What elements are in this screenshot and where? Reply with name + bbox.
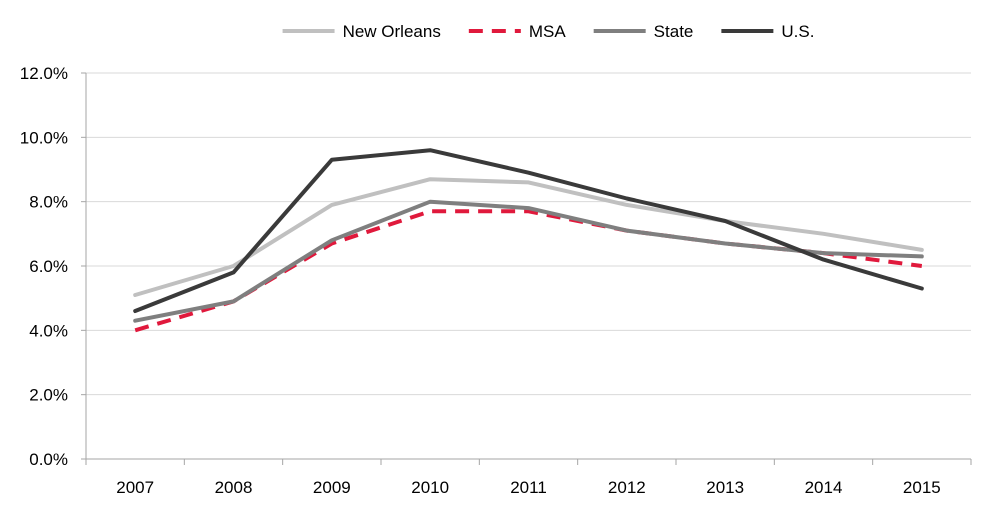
x-tick-label: 2008 xyxy=(215,478,253,497)
y-tick-label: 0.0% xyxy=(29,450,68,469)
legend-item-msa: MSA xyxy=(468,22,567,41)
y-tick-label: 12.0% xyxy=(20,64,68,83)
x-axis-tick-labels: 2007 2008 2009 2010 2011 2012 2013 2014 2015 xyxy=(116,478,940,497)
x-tick-label: 2007 xyxy=(116,478,154,497)
series-line-msa xyxy=(134,209,923,333)
legend: New Orleans MSA State U.S. xyxy=(282,22,814,41)
y-tick-label: 6.0% xyxy=(29,257,68,276)
series-line-u-s xyxy=(133,148,924,313)
y-tick-label: 4.0% xyxy=(29,321,68,340)
x-tick-label: 2015 xyxy=(903,478,941,497)
series-line-state xyxy=(133,199,924,323)
y-tick-label: 8.0% xyxy=(29,193,68,212)
axes xyxy=(81,72,972,465)
gridlines xyxy=(86,72,971,396)
series-lines xyxy=(133,148,924,333)
legend-label-msa: MSA xyxy=(529,22,567,41)
legend-item-state: State xyxy=(593,22,694,41)
series-line-new-orleans xyxy=(133,177,924,297)
x-tick-label: 2014 xyxy=(805,478,843,497)
legend-label-u-s: U.S. xyxy=(781,22,814,41)
x-tick-label: 2009 xyxy=(313,478,351,497)
legend-label-state: State xyxy=(654,22,694,41)
x-tick-label: 2013 xyxy=(706,478,744,497)
legend-label-new-orleans: New Orleans xyxy=(343,22,441,41)
y-axis-tick-labels: 0.0% 2.0% 4.0% 6.0% 8.0% 10.0% 12.0% xyxy=(20,64,68,469)
legend-item-u-s: U.S. xyxy=(721,22,814,41)
x-tick-label: 2010 xyxy=(411,478,449,497)
x-tick-label: 2012 xyxy=(608,478,646,497)
x-tick-label: 2011 xyxy=(510,478,547,497)
legend-item-new-orleans: New Orleans xyxy=(282,22,441,41)
y-tick-label: 2.0% xyxy=(29,386,68,405)
y-tick-label: 10.0% xyxy=(20,128,68,147)
